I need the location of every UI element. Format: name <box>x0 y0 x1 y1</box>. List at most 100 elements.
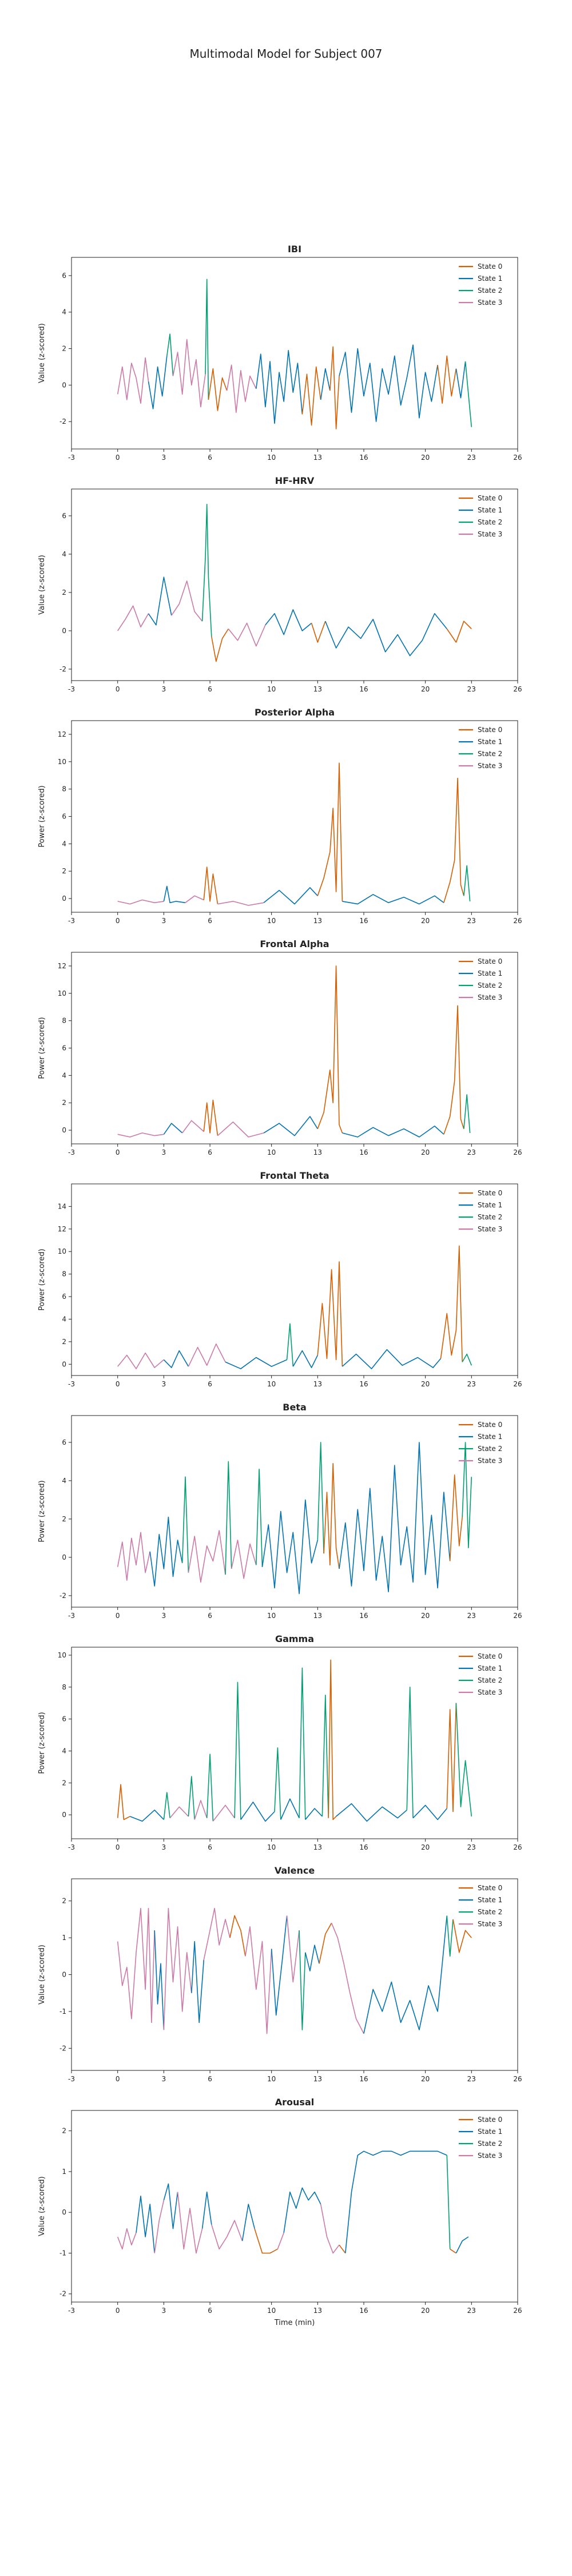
y-tick-label: 12 <box>58 1225 66 1233</box>
legend-label: State 0 <box>478 1652 502 1660</box>
series-line-state-1 <box>149 1516 183 1587</box>
series-line-state-3 <box>245 1926 272 2034</box>
x-tick-label: 6 <box>208 1612 212 1620</box>
series-line-state-2 <box>234 1681 241 1820</box>
x-tick-label: 13 <box>313 1843 322 1851</box>
legend-label: State 0 <box>478 1421 502 1429</box>
chart-title: IBI <box>288 244 301 255</box>
y-tick-label: -1 <box>59 2007 66 2016</box>
series-line-state-1 <box>455 361 466 399</box>
series-line-state-3 <box>217 1121 264 1138</box>
x-tick-label: 3 <box>162 454 166 462</box>
series-line-state-3 <box>194 1800 208 1820</box>
chart-title: HF-HRV <box>275 475 315 486</box>
series-line-state-3 <box>182 1120 204 1134</box>
series-line-state-0 <box>437 355 457 404</box>
series-line-state-0 <box>450 2248 456 2254</box>
series-line-state-0 <box>203 866 219 904</box>
legend: State 0 State 1 State 2 State 3 <box>459 2116 502 2160</box>
x-tick-label: 13 <box>313 1380 322 1388</box>
legend-label: State 0 <box>478 494 502 502</box>
series-line-state-0 <box>229 1915 246 1957</box>
series-line-state-3 <box>228 622 266 647</box>
y-tick-label: -2 <box>59 2290 66 2298</box>
legend-label: State 2 <box>478 2140 502 2148</box>
x-tick-label: 10 <box>267 685 276 693</box>
y-tick-label: -1 <box>59 2249 66 2257</box>
x-tick-label: 10 <box>267 2307 276 2315</box>
y-tick-label: 6 <box>62 1715 66 1723</box>
x-tick-label: 6 <box>208 1148 212 1156</box>
y-tick-label: 6 <box>62 1293 66 1301</box>
y-tick-label: 4 <box>62 840 66 848</box>
x-tick-label: 16 <box>359 454 368 462</box>
legend-label: State 1 <box>478 1433 502 1441</box>
x-tick-label: 16 <box>359 1380 368 1388</box>
plot-frame <box>71 257 518 450</box>
x-tick-label: 3 <box>162 685 166 693</box>
legend-label: State 2 <box>478 981 502 989</box>
series-line-state-3 <box>203 1907 231 1960</box>
series-line-state-3 <box>320 2204 340 2254</box>
series-line-state-0 <box>203 1099 219 1136</box>
plot-frame <box>71 1415 518 1608</box>
series-line-state-0 <box>254 2228 278 2254</box>
x-tick-label: 23 <box>467 454 476 462</box>
series-line-state-0 <box>443 777 464 903</box>
legend-label: State 2 <box>478 750 502 758</box>
y-axis-label: Power (z-scored) <box>38 1480 46 1542</box>
series-line-state-3 <box>117 2228 137 2250</box>
y-tick-label: 8 <box>62 785 66 793</box>
legend-label: State 1 <box>478 2128 502 2136</box>
x-tick-label: 26 <box>513 2307 522 2315</box>
series-line-state-3 <box>163 1907 192 2030</box>
x-tick-label: 10 <box>267 917 276 925</box>
series-line-state-3 <box>211 2220 243 2250</box>
y-tick-label: 0 <box>62 895 66 903</box>
legend-label: State 3 <box>478 1225 502 1233</box>
series-line-state-2 <box>464 361 472 427</box>
y-tick-label: -2 <box>59 1592 66 1600</box>
x-tick-label: 10 <box>267 1148 276 1156</box>
x-tick-label: 6 <box>208 1380 212 1388</box>
series-line-state-0 <box>446 1703 457 1812</box>
series-line-state-1 <box>163 1350 189 1368</box>
legend: State 0 State 1 State 2 State 3 <box>459 726 502 770</box>
legend-label: State 3 <box>478 762 502 770</box>
y-tick-label: 4 <box>62 1071 66 1079</box>
series-line-state-0 <box>301 366 321 426</box>
x-tick-label: 0 <box>116 2075 120 2083</box>
series-line-state-1 <box>136 2195 155 2253</box>
series-line-state-3 <box>185 895 204 903</box>
plot-frame <box>71 1183 518 1376</box>
series-line-state-2 <box>274 1747 281 1820</box>
y-tick-label: 6 <box>62 1438 66 1446</box>
series-line-state-2 <box>256 1469 263 1567</box>
x-tick-label: 23 <box>467 1148 476 1156</box>
series-line-state-3 <box>169 1806 189 1819</box>
series-line-state-3 <box>117 1352 164 1369</box>
series-line-state-0 <box>319 1922 332 1964</box>
series-line-state-3 <box>286 1915 300 1983</box>
x-tick-label: 0 <box>116 1380 120 1388</box>
series-group <box>117 1442 472 1595</box>
x-tick-label: 16 <box>359 1843 368 1851</box>
series-line-state-3 <box>117 1907 155 2024</box>
series-line-state-1 <box>263 1116 318 1136</box>
series-line-state-2 <box>286 1323 294 1367</box>
x-tick-label: 20 <box>421 1148 430 1156</box>
series-line-state-2 <box>205 279 209 400</box>
series-group <box>117 279 472 430</box>
series-line-state-1 <box>241 2204 255 2241</box>
legend-label: State 1 <box>478 738 502 746</box>
x-tick-label: 10 <box>267 1843 276 1851</box>
x-tick-label: -3 <box>68 1843 75 1851</box>
y-tick-label: 0 <box>62 2208 66 2216</box>
x-tick-label: 20 <box>421 917 430 925</box>
legend-label: State 0 <box>478 1189 502 1197</box>
y-tick-label: 4 <box>62 1747 66 1755</box>
series-line-state-0 <box>446 621 472 643</box>
